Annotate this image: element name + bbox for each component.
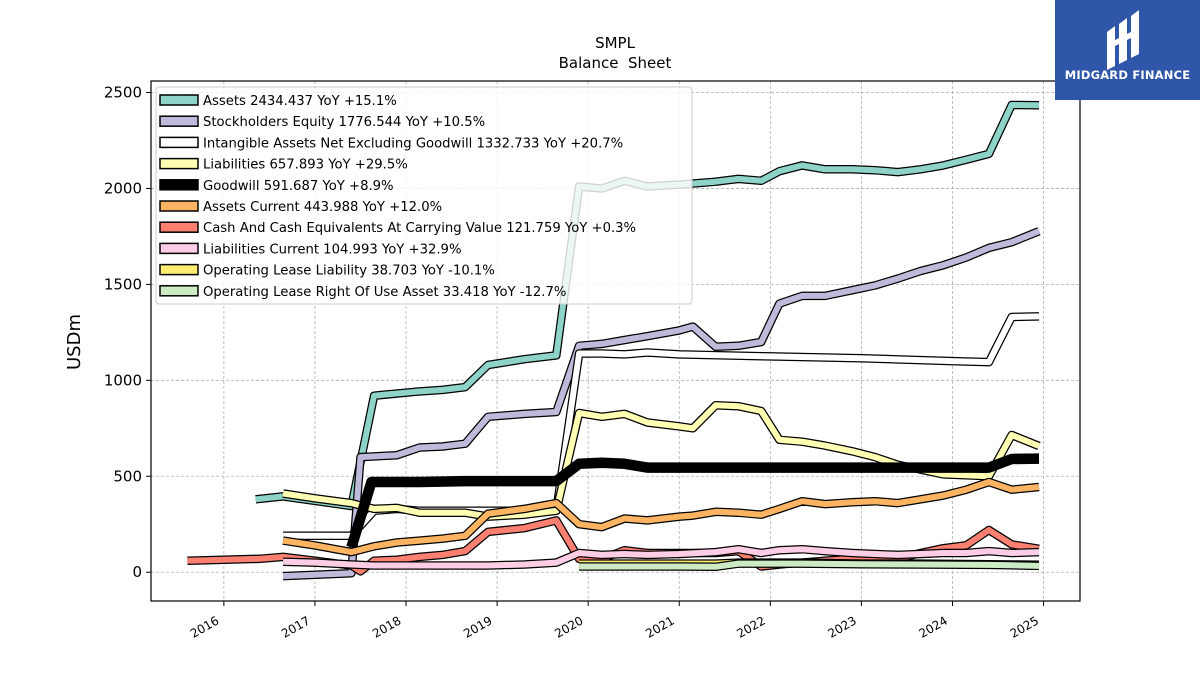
- x-tick-label: 2019: [461, 613, 494, 640]
- x-tick-label: 2017: [279, 613, 312, 640]
- series-line-8: [283, 546, 1040, 569]
- legend-entry: Goodwill 591.687 YoY +8.9%: [203, 179, 394, 194]
- legend-entry: Assets Current 443.988 YoY +12.0%: [203, 200, 442, 215]
- y-tick-label: 1000: [104, 371, 142, 389]
- legend-swatch: [159, 94, 199, 106]
- legend-entry: Liabilities Current 104.993 YoY +32.9%: [203, 242, 461, 257]
- x-tick-label: 2018: [370, 613, 403, 640]
- legend-entry: Liabilities 657.893 YoY +29.5%: [203, 158, 408, 173]
- x-tick-label: 2021: [643, 613, 676, 640]
- legend-swatch: [159, 221, 199, 233]
- legend-swatch: [159, 115, 199, 127]
- series-line-6: [282, 479, 1040, 556]
- logo-mark-icon: [1107, 10, 1139, 70]
- legend-entry: Stockholders Equity 1776.544 YoY +10.5%: [203, 115, 485, 130]
- x-tick-label: 2016: [188, 613, 221, 640]
- legend-entry: Cash And Cash Equivalents At Carrying Va…: [203, 221, 636, 236]
- y-axis-label: USDm: [64, 314, 85, 370]
- legend-box: [155, 86, 693, 305]
- chart-subtitle: Balance Sheet: [559, 54, 672, 72]
- series-line-5: [347, 454, 1040, 549]
- legend-swatch: [159, 263, 199, 276]
- legend-swatch: [159, 136, 199, 149]
- series-line-2: [282, 228, 1041, 580]
- legend-swatch: [159, 285, 199, 297]
- y-tick-label: 2000: [104, 179, 142, 197]
- legend-swatch: [159, 242, 199, 255]
- legend-swatch: [159, 200, 199, 212]
- midgard-finance-logo: MIDGARD FINANCE: [1055, 0, 1200, 100]
- x-tick-label: 2023: [825, 613, 858, 640]
- y-tick-label: 500: [113, 467, 142, 485]
- y-tick-label: 2500: [104, 84, 142, 102]
- chart-title: SMPL: [595, 34, 636, 52]
- plot-frame: [150, 80, 1081, 602]
- legend-entry: Operating Lease Liability 38.703 YoY -10…: [203, 264, 495, 279]
- logo-text: MIDGARD FINANCE: [1064, 68, 1191, 82]
- x-tick-label: 2025: [1008, 613, 1041, 640]
- x-tick-label: 2024: [917, 613, 950, 640]
- x-tick-label: 2020: [552, 613, 585, 640]
- series-line-10: [579, 560, 1040, 570]
- series-line-1: [255, 102, 1040, 509]
- legend-swatch: [159, 179, 199, 191]
- legend-entry: Assets 2434.437 YoY +15.1%: [203, 94, 397, 109]
- legend-swatch: [159, 157, 199, 170]
- x-tick-label: 2022: [734, 613, 767, 640]
- y-tick-label: 0: [132, 563, 142, 581]
- y-tick-label: 1500: [104, 275, 142, 293]
- legend-entry: Operating Lease Right Of Use Asset 33.41…: [203, 285, 566, 300]
- legend-entry: Intangible Assets Net Excluding Goodwill…: [203, 136, 623, 151]
